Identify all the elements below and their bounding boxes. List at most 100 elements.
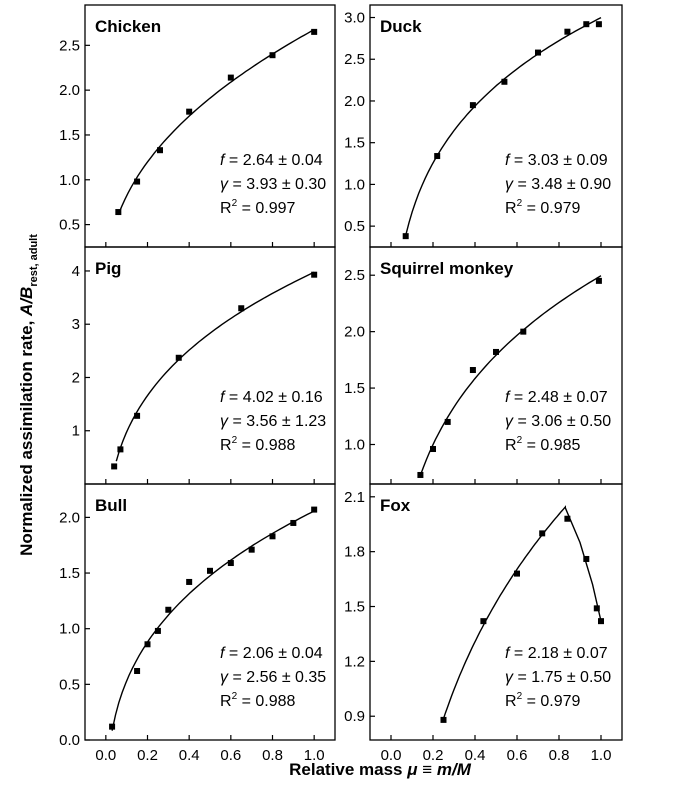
panel-frame (84, 4, 336, 248)
data-point (564, 515, 571, 522)
data-point (117, 446, 124, 453)
y-axis-title-main: Normalized assimilation rate, (17, 316, 36, 556)
y-tick-label: 4 (72, 263, 80, 280)
data-point (248, 546, 255, 553)
y-tick-label: 2.5 (59, 37, 80, 54)
data-point (134, 178, 141, 185)
stat-gamma: γ = 3.06 ± 0.50 (505, 413, 611, 430)
stat-r2: R2 = 0.988 (220, 691, 296, 710)
data-point (186, 578, 193, 585)
panel-chicken: 0.5 1.0 1.5 2.0 2.5 Chicken f = 2.64 ± 0.04 γ =… (59, 4, 336, 248)
stat-gamma: γ = 3.56 ± 1.23 (220, 413, 326, 430)
data-point (269, 533, 276, 540)
data-point (444, 418, 451, 425)
x-tick-label: 0.4 (465, 747, 486, 764)
data-point (564, 28, 571, 35)
x-axis-title-main: Relative mass (289, 760, 407, 779)
stat-gamma: γ = 1.75 ± 0.50 (505, 669, 611, 686)
data-point (269, 52, 276, 59)
x-tick-label: 0.2 (137, 747, 158, 764)
y-tick-label: 2.1 (344, 489, 365, 506)
data-point (417, 471, 424, 478)
y-tick-label: 0.9 (344, 708, 365, 725)
y-tick-label: 1 (72, 423, 80, 440)
data-point (290, 519, 297, 526)
data-point (207, 567, 213, 574)
data-point (430, 446, 436, 453)
data-point (186, 108, 193, 115)
data-point (583, 555, 590, 562)
stat-gamma: γ = 3.48 ± 0.90 (505, 176, 611, 193)
y-tick-label: 1.5 (344, 599, 365, 616)
stat-r2: R2 = 0.985 (505, 435, 581, 454)
panels: 0.5 1.0 1.5 2.0 2.5 Chicken f = 2.64 ± 0.04 γ =… (59, 4, 623, 764)
y-tick-label: 2.5 (344, 51, 365, 68)
data-point (514, 570, 520, 577)
data-point (480, 618, 487, 625)
panel-title: Fox (380, 496, 411, 515)
y-tick-label: 1.0 (59, 172, 80, 189)
data-point (535, 49, 541, 56)
x-tick-label: 1.0 (591, 747, 612, 764)
stat-r2: R2 = 0.988 (220, 435, 296, 454)
y-tick-label: 2.0 (344, 324, 365, 341)
panel-title: Pig (95, 259, 121, 278)
panel-squirrel-monkey: 1.0 1.5 2.0 2.5 Squirrel monkey f = 2.48 ± 0.… (344, 246, 623, 485)
data-point (440, 716, 447, 723)
y-tick-label: 1.0 (59, 621, 80, 638)
x-axis-title: Relative mass μ ≡ m/M (289, 760, 472, 779)
stat-r2: R2 = 0.979 (505, 691, 581, 710)
y-tick-label: 2 (72, 369, 80, 386)
stat-r2: R2 = 0.979 (505, 198, 581, 217)
x-tick-label: 0.0 (381, 747, 402, 764)
data-point (311, 28, 318, 35)
data-point (111, 463, 118, 470)
data-point (134, 667, 141, 674)
panel-pig: 1 2 3 4 Pig f = 4.02 ± 0.16 γ = 3.56 ± 1.23 R2 … (72, 246, 336, 485)
data-point (539, 530, 546, 537)
y-tick-label: 2.0 (59, 509, 80, 526)
data-point (227, 560, 234, 567)
fit-curve (419, 275, 602, 476)
data-point (469, 367, 476, 374)
panel-frame (369, 483, 623, 741)
stat-r2: R2 = 0.997 (220, 198, 296, 217)
y-tick-label: 1.5 (59, 565, 80, 582)
x-axis-title-italic: m/M (437, 760, 472, 779)
y-tick-label: 1.5 (344, 380, 365, 397)
panel-title: Bull (95, 496, 127, 515)
x-tick-label: 0.8 (549, 747, 570, 764)
panel-title: Squirrel monkey (380, 259, 514, 278)
data-point (434, 153, 441, 160)
y-tick-label: 3.0 (344, 10, 365, 27)
x-axis-title-mu: μ (406, 760, 418, 779)
y-tick-label: 2.5 (344, 267, 365, 284)
data-point (157, 147, 163, 154)
data-point (402, 233, 409, 240)
x-tick-label: 1.0 (304, 747, 325, 764)
data-point (109, 723, 116, 730)
stat-f: f = 3.03 ± 0.09 (505, 152, 608, 169)
data-point (165, 606, 172, 613)
data-point (311, 271, 318, 278)
data-point (134, 412, 141, 419)
data-point (595, 277, 602, 284)
panel-bull: 0.0 0.5 1.0 1.5 2.0 0.0 0.2 0.4 0.6 0.8 1.0 Bull f =… (59, 483, 336, 764)
y-tick-label: 0.5 (344, 218, 365, 235)
fit-curve (442, 505, 602, 719)
y-tick-label: 2.0 (59, 82, 80, 99)
stat-f: f = 2.48 ± 0.07 (505, 389, 608, 406)
y-tick-label: 1.5 (344, 135, 365, 152)
data-point (238, 305, 245, 312)
data-point (311, 506, 318, 513)
x-tick-label: 0.6 (507, 747, 528, 764)
y-axis-title: Normalized assimilation rate, A/Brest, a… (17, 234, 40, 556)
y-axis-title-sub: rest, adult (28, 234, 40, 287)
y-tick-label: 1.8 (344, 544, 365, 561)
y-tick-label: 2.0 (344, 93, 365, 110)
panel-title: Duck (380, 17, 422, 36)
y-tick-label: 1.5 (59, 127, 80, 144)
stat-f: f = 2.06 ± 0.04 (220, 645, 323, 662)
data-point (598, 618, 604, 625)
